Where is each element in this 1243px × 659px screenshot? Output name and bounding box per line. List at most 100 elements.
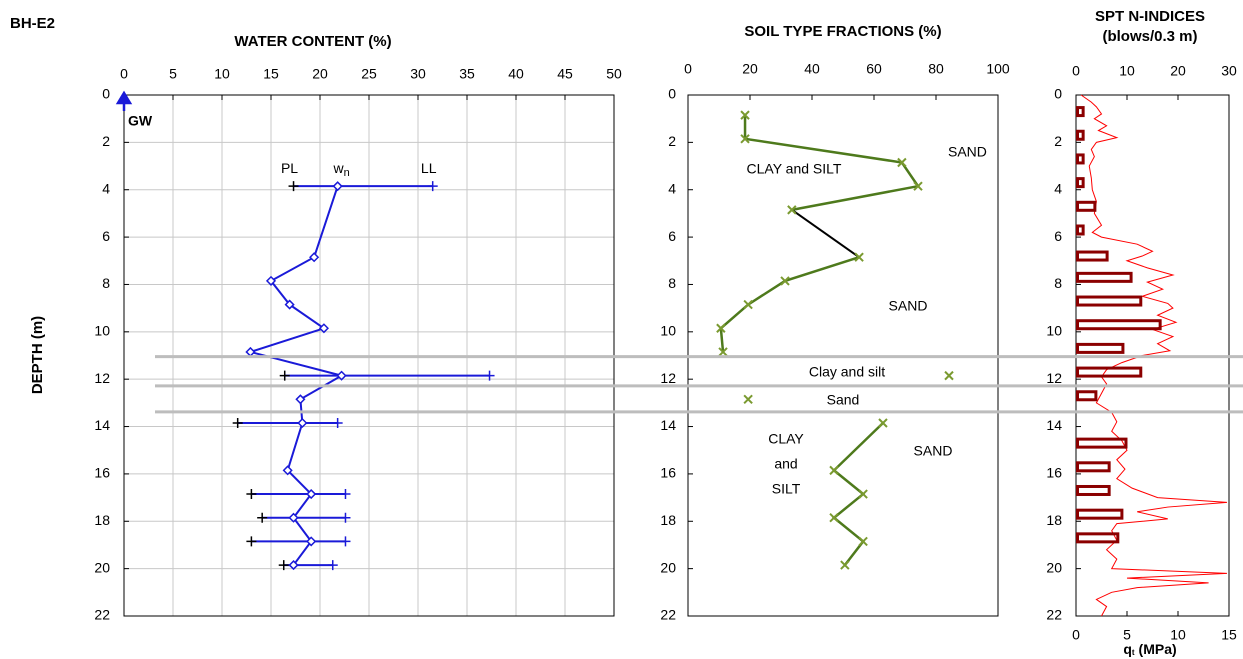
link-line [791, 209, 860, 259]
annotation: SAND [889, 298, 928, 314]
chart-title: WATER CONTENT (%) [234, 33, 391, 50]
marker [780, 276, 790, 286]
series-label-subscript: n [344, 167, 350, 179]
spt-bar [1076, 366, 1143, 378]
y-tick-label: 14 [660, 417, 676, 433]
marker [309, 252, 320, 263]
marker [854, 252, 864, 262]
y-tick-label: 10 [94, 323, 110, 339]
x-tick-label: 40 [508, 66, 524, 82]
x-tick-label: 60 [866, 61, 882, 77]
ll-marker [327, 560, 338, 571]
spt-bar [1076, 177, 1085, 189]
marker [306, 488, 317, 500]
y-tick-label: 22 [1046, 607, 1062, 623]
y-tick-label: 12 [660, 370, 676, 386]
series-label: LL [421, 160, 437, 176]
y-tick-label: 0 [668, 86, 676, 102]
y-tick-label: 4 [668, 180, 676, 196]
series-label: wn [333, 160, 350, 179]
annotation: Clay and silt [809, 364, 885, 380]
marker [718, 347, 728, 357]
ll-marker [332, 417, 343, 428]
marker [297, 417, 308, 429]
x-tick-label: 30 [410, 66, 426, 82]
y-tick-label: 12 [1046, 370, 1062, 386]
y-tick-label: 6 [102, 228, 110, 244]
x2-tick-label: 15 [1221, 627, 1237, 643]
marker [288, 512, 299, 523]
y-tick-label: 18 [94, 512, 110, 528]
label-part: q [1123, 641, 1132, 657]
marker [332, 181, 343, 192]
marker [295, 394, 306, 405]
y-tick-label: 6 [1054, 228, 1062, 244]
y-tick-label: 20 [1046, 559, 1062, 575]
spt-bar [1076, 153, 1085, 165]
spt-bar [1076, 200, 1097, 212]
spt-bar [1076, 437, 1128, 449]
marker [288, 560, 299, 571]
y-tick-label: 14 [94, 417, 110, 433]
marker [740, 110, 750, 120]
y-tick-label: 8 [668, 275, 676, 291]
marker [284, 299, 295, 310]
y-tick-label: 22 [660, 607, 676, 623]
gw-label: GW [128, 113, 153, 129]
label-subscript: t [1132, 648, 1135, 657]
ll-marker [340, 512, 351, 523]
label-part: (MPa) [1139, 641, 1177, 657]
x-tick-label: 0 [684, 61, 692, 77]
x-tick-label: 20 [1170, 63, 1186, 79]
y-tick-label: 22 [94, 607, 110, 623]
x-tick-label: 50 [606, 66, 622, 82]
x2-tick-label: 5 [1123, 627, 1131, 643]
spt-bar [1076, 129, 1085, 141]
series-line [246, 185, 345, 566]
x-tick-label: 40 [804, 61, 820, 77]
marker [306, 536, 317, 547]
pl-marker [232, 417, 243, 428]
y-tick-label: 2 [102, 133, 110, 149]
x2-tick-label: 10 [1170, 627, 1186, 643]
x-tick-label: 20 [312, 66, 328, 82]
y-tick-label: 6 [668, 228, 676, 244]
x-tick-label: 5 [169, 66, 177, 82]
y-tick-label: 4 [1054, 180, 1062, 196]
x-tick-label: 35 [459, 66, 475, 82]
annotation: CLAY and SILT [747, 161, 842, 177]
x-tick-label: 100 [986, 61, 1010, 77]
spt-bar [1076, 484, 1111, 496]
y-tick-label: 18 [660, 512, 676, 528]
pl-marker [278, 560, 289, 571]
chart-title: SPT N-INDICES [1095, 8, 1205, 25]
marker [944, 370, 954, 381]
x-tick-label: 10 [214, 66, 230, 82]
series-label-part: w [333, 160, 345, 176]
x-axis-label: qt (MPa) [1123, 641, 1176, 657]
marker [858, 536, 868, 547]
y-tick-label: 16 [94, 465, 110, 481]
series-line [832, 422, 884, 566]
series-label: PL [281, 160, 298, 176]
marker [318, 323, 329, 334]
y-tick-label: 12 [94, 370, 110, 386]
marker [336, 370, 347, 381]
ll-marker [427, 181, 438, 192]
y-axis-label: DEPTH (m) [29, 316, 46, 394]
marker [829, 513, 839, 523]
spt-bar [1076, 224, 1085, 236]
spt-bar [1076, 390, 1098, 402]
y-tick-label: 2 [1054, 133, 1062, 149]
ll-marker [484, 370, 495, 381]
marker [787, 205, 797, 215]
annotation: SAND [914, 443, 953, 459]
y-tick-label: 8 [1054, 275, 1062, 291]
y-tick-label: 16 [660, 465, 676, 481]
y-tick-label: 4 [102, 180, 110, 196]
x-tick-label: 25 [361, 66, 377, 82]
series-line [719, 256, 860, 353]
gw-arrow [115, 90, 133, 111]
y-tick-label: 14 [1046, 417, 1062, 433]
